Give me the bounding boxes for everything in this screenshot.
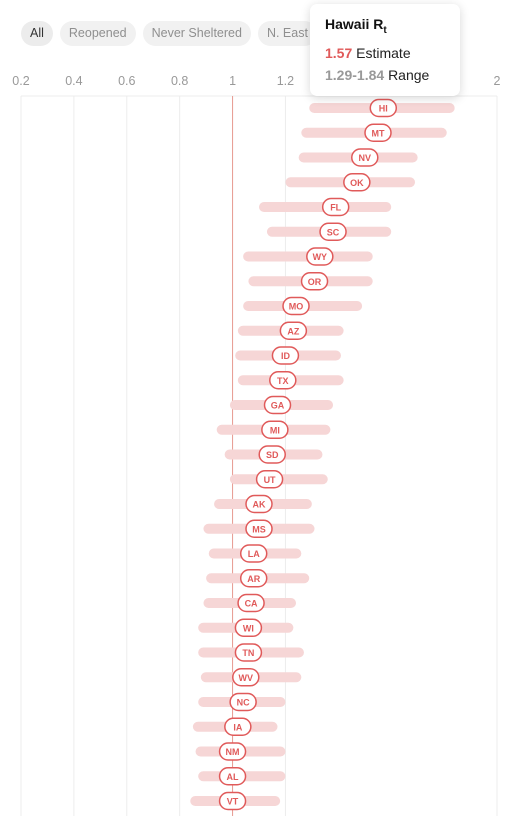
state-label: MT: [372, 128, 385, 138]
tooltip-metric-sub: t: [383, 24, 387, 36]
estimate-marker: [321, 197, 350, 217]
estimate-marker: [343, 173, 371, 192]
estimate-marker: [263, 395, 292, 415]
state-label: SC: [327, 227, 340, 237]
tooltip-range-row: 1.29-1.84 Range: [325, 64, 460, 86]
state-label: GA: [271, 401, 285, 411]
state-label: NC: [237, 698, 250, 708]
state-label: AK: [253, 500, 266, 510]
tooltip-range-value: 1.29-1.84: [325, 67, 385, 83]
state-label: WY: [313, 252, 328, 262]
tooltip-estimate-row: 1.57 Estimate: [325, 42, 460, 64]
x-tick-label: 0.6: [118, 74, 135, 88]
tooltip-range-label: Range: [388, 67, 430, 83]
estimate-marker: [218, 767, 247, 786]
estimate-marker: [319, 222, 347, 241]
state-label: WV: [239, 673, 254, 683]
x-tick-label: 0.8: [171, 74, 188, 88]
estimate-marker: [224, 717, 252, 736]
estimate-marker: [300, 272, 329, 291]
state-label: UT: [264, 475, 276, 485]
estimate-marker: [369, 98, 398, 118]
estimate-marker: [271, 346, 300, 365]
x-tick-label: 1.2: [277, 74, 294, 88]
estimate-marker: [245, 519, 273, 538]
filter-tab[interactable]: Never Sheltered: [142, 21, 251, 46]
estimate-marker: [279, 321, 308, 340]
state-label: VT: [227, 797, 239, 807]
state-label: HI: [379, 104, 388, 114]
estimate-marker: [237, 593, 265, 613]
x-tick-label: 2: [494, 74, 501, 88]
tooltip-estimate-label: Estimate: [356, 45, 411, 61]
state-label: WI: [243, 623, 254, 633]
state-label: AR: [247, 574, 260, 584]
estimate-marker: [234, 618, 263, 637]
estimate-marker: [218, 791, 247, 811]
tooltip-title: Hawaii Rt: [325, 16, 460, 42]
filter-tab[interactable]: N. East: [257, 21, 317, 46]
state-label: MS: [252, 524, 266, 534]
state-label: SD: [266, 450, 279, 460]
x-tick-label: 0.4: [65, 74, 82, 88]
estimate-marker: [255, 470, 284, 489]
x-tick-label: 0.2: [12, 74, 29, 88]
estimate-marker: [239, 569, 268, 588]
state-label: NM: [226, 747, 240, 757]
estimate-marker: [282, 296, 310, 316]
state-label: MI: [270, 425, 280, 435]
estimate-marker: [232, 668, 260, 687]
estimate-marker: [234, 643, 263, 662]
estimate-marker: [306, 247, 334, 266]
estimate-marker: [239, 544, 268, 563]
filter-tab[interactable]: Reopened: [59, 21, 136, 46]
state-label: TX: [277, 376, 289, 386]
estimate-marker: [351, 148, 379, 167]
estimate-marker: [218, 742, 247, 761]
estimate-marker: [364, 123, 392, 142]
filter-tab[interactable]: All: [21, 21, 53, 46]
state-label: OR: [308, 277, 322, 287]
state-label: CA: [245, 599, 258, 609]
state-label: TN: [242, 648, 254, 658]
tooltip-estimate-value: 1.57: [325, 45, 353, 61]
estimate-marker: [261, 420, 289, 439]
estimate-marker: [229, 692, 257, 712]
state-label: AZ: [287, 326, 299, 336]
x-tick-label: 1: [229, 74, 236, 88]
estimate-marker: [258, 445, 286, 464]
state-label: AL: [227, 772, 239, 782]
state-label: NV: [359, 153, 372, 163]
state-label: FL: [330, 203, 341, 213]
state-label: MO: [289, 302, 304, 312]
estimate-marker: [269, 371, 297, 390]
tooltip-metric: R: [373, 16, 384, 32]
state-label: IA: [233, 722, 243, 732]
state-label: LA: [248, 549, 260, 559]
tooltip-state: Hawaii: [325, 16, 370, 32]
state-label: ID: [281, 351, 291, 361]
estimate-marker: [245, 494, 273, 514]
state-label: OK: [350, 178, 364, 188]
state-tooltip: Hawaii Rt 1.57 Estimate 1.29-1.84 Range: [310, 4, 460, 96]
